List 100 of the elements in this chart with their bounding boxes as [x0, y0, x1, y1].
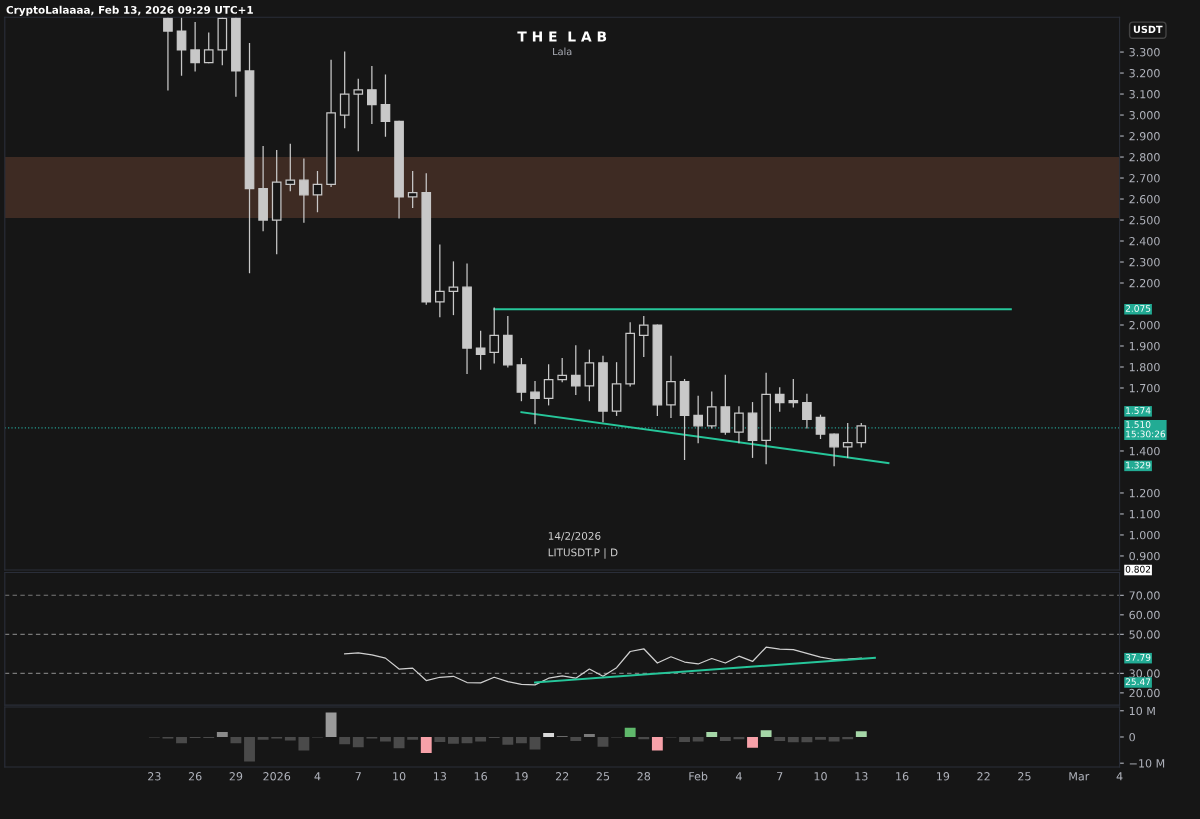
candlestick: [693, 395, 703, 444]
bar: [651, 736, 663, 751]
y-tick-label: 3.000: [1129, 111, 1160, 120]
candlestick: [666, 355, 676, 419]
text: 0.802: [1125, 565, 1151, 573]
candlestick: [367, 66, 377, 125]
text: 25.47: [1125, 678, 1151, 686]
bar: [434, 736, 446, 742]
y-tick-label: 2.600: [1129, 195, 1160, 204]
y-tick-label: 50.00: [1129, 630, 1160, 639]
x-tick-label: 13: [433, 772, 447, 781]
bar: [244, 736, 255, 762]
line-series: [344, 646, 862, 686]
y-tick-label: 1.200: [1129, 488, 1160, 498]
y-tick-label: 2.300: [1129, 257, 1160, 267]
bar: [747, 736, 758, 748]
x-tick-label: 16: [474, 772, 487, 781]
y-tick-label: 3.100: [1129, 90, 1160, 99]
bar: [216, 732, 228, 737]
y-tick-label: 1.400: [1129, 446, 1160, 456]
candlestick: [339, 51, 350, 129]
candlestick: [543, 364, 554, 406]
bar: [176, 736, 187, 744]
candlestick: [774, 387, 785, 412]
candlestick: [815, 414, 826, 440]
text: CryptoLalaaaa, Feb 13, 2026 09:29 UTC+1: [6, 5, 253, 16]
ref-line-label: 1.510 15:30:26: [1126, 421, 1166, 438]
candlestick: [407, 171, 418, 209]
bar: [787, 736, 799, 743]
x-tick-label: 13: [855, 772, 868, 781]
y-tick-label: 1.900: [1129, 341, 1160, 351]
x-tick-label: 22: [555, 772, 569, 781]
text: T H E L A B: [517, 31, 607, 42]
candlestick: [163, 17, 173, 91]
x-tick-label: 2026: [263, 772, 291, 781]
x-tick-label: 4: [1116, 772, 1123, 781]
candlestick: [584, 349, 595, 402]
x-tick-label: 29: [229, 772, 243, 781]
candlestick: [475, 330, 486, 370]
bar: [502, 736, 514, 745]
x-tick-label: 23: [148, 772, 161, 781]
y-tick-label: 2.900: [1129, 132, 1160, 141]
bar: [774, 736, 786, 741]
bar: [257, 736, 269, 740]
y-tick-label: 1.800: [1129, 362, 1160, 372]
candlestick: [435, 244, 445, 318]
candlestick: [190, 22, 200, 72]
bar: [475, 736, 487, 742]
x-tick-label: 16: [896, 772, 909, 781]
bar: [583, 734, 595, 737]
candlestick: [176, 17, 187, 76]
candlestick: [570, 345, 581, 395]
text: 1.574: [1126, 407, 1151, 414]
x-tick-label: 7: [355, 772, 361, 781]
bar: [420, 736, 432, 753]
bar: [679, 736, 690, 742]
y-tick-label: 30.00: [1129, 669, 1160, 678]
annotation: LITUSDT.P | D: [548, 548, 618, 559]
bar: [325, 712, 337, 737]
bar: [692, 736, 704, 742]
x-tick-label: 10: [393, 772, 406, 781]
x-tick-label: 4: [314, 772, 321, 781]
candlestick: [856, 423, 867, 448]
y-tick-label: 2.200: [1129, 278, 1160, 288]
candlestick: [299, 158, 309, 223]
x-tick-label: 19: [937, 772, 950, 781]
candlestick: [829, 433, 839, 467]
y-tick-label: 10 M: [1129, 706, 1155, 716]
candlestick: [842, 423, 853, 458]
x-tick-label: 10: [814, 772, 827, 781]
bar: [543, 733, 555, 737]
candlestick: [706, 391, 717, 429]
candlestick: [530, 381, 540, 425]
bar: [570, 736, 582, 741]
bar: [380, 736, 391, 742]
x-tick-label: 4: [735, 772, 742, 781]
y-tick-label: −10 M: [1129, 759, 1165, 768]
y-tick-label: 2.500: [1129, 216, 1160, 225]
y-tick-label: 2.700: [1129, 174, 1160, 183]
bar: [352, 736, 364, 748]
y-tick-label: 1.000: [1129, 530, 1160, 540]
text: 1.329: [1126, 461, 1151, 469]
x-tick-label: 22: [977, 772, 990, 781]
candlestick: [203, 32, 214, 64]
candlestick: [353, 78, 364, 152]
y-axis-title: USDT: [1133, 25, 1163, 34]
x-tick-label: 28: [637, 772, 651, 781]
bar: [760, 730, 772, 737]
y-tick-label: 1.100: [1129, 509, 1160, 519]
y-tick-label: 20.00: [1129, 688, 1160, 698]
text: 2.075: [1125, 305, 1151, 312]
bar: [801, 736, 813, 743]
candlestick: [489, 307, 500, 364]
candlestick: [557, 357, 568, 383]
x-tick-label: 19: [515, 772, 528, 781]
bar: [855, 731, 867, 737]
candlestick: [285, 143, 296, 192]
bar: [298, 736, 310, 751]
bar: [407, 736, 419, 740]
y-tick-label: 2.000: [1129, 320, 1160, 330]
